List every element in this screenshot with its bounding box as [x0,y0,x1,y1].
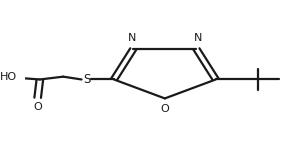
Text: N: N [128,33,136,43]
Text: HO: HO [0,72,16,82]
Text: S: S [83,73,90,86]
Text: O: O [33,102,42,112]
Text: O: O [160,104,169,114]
Text: N: N [194,33,202,43]
